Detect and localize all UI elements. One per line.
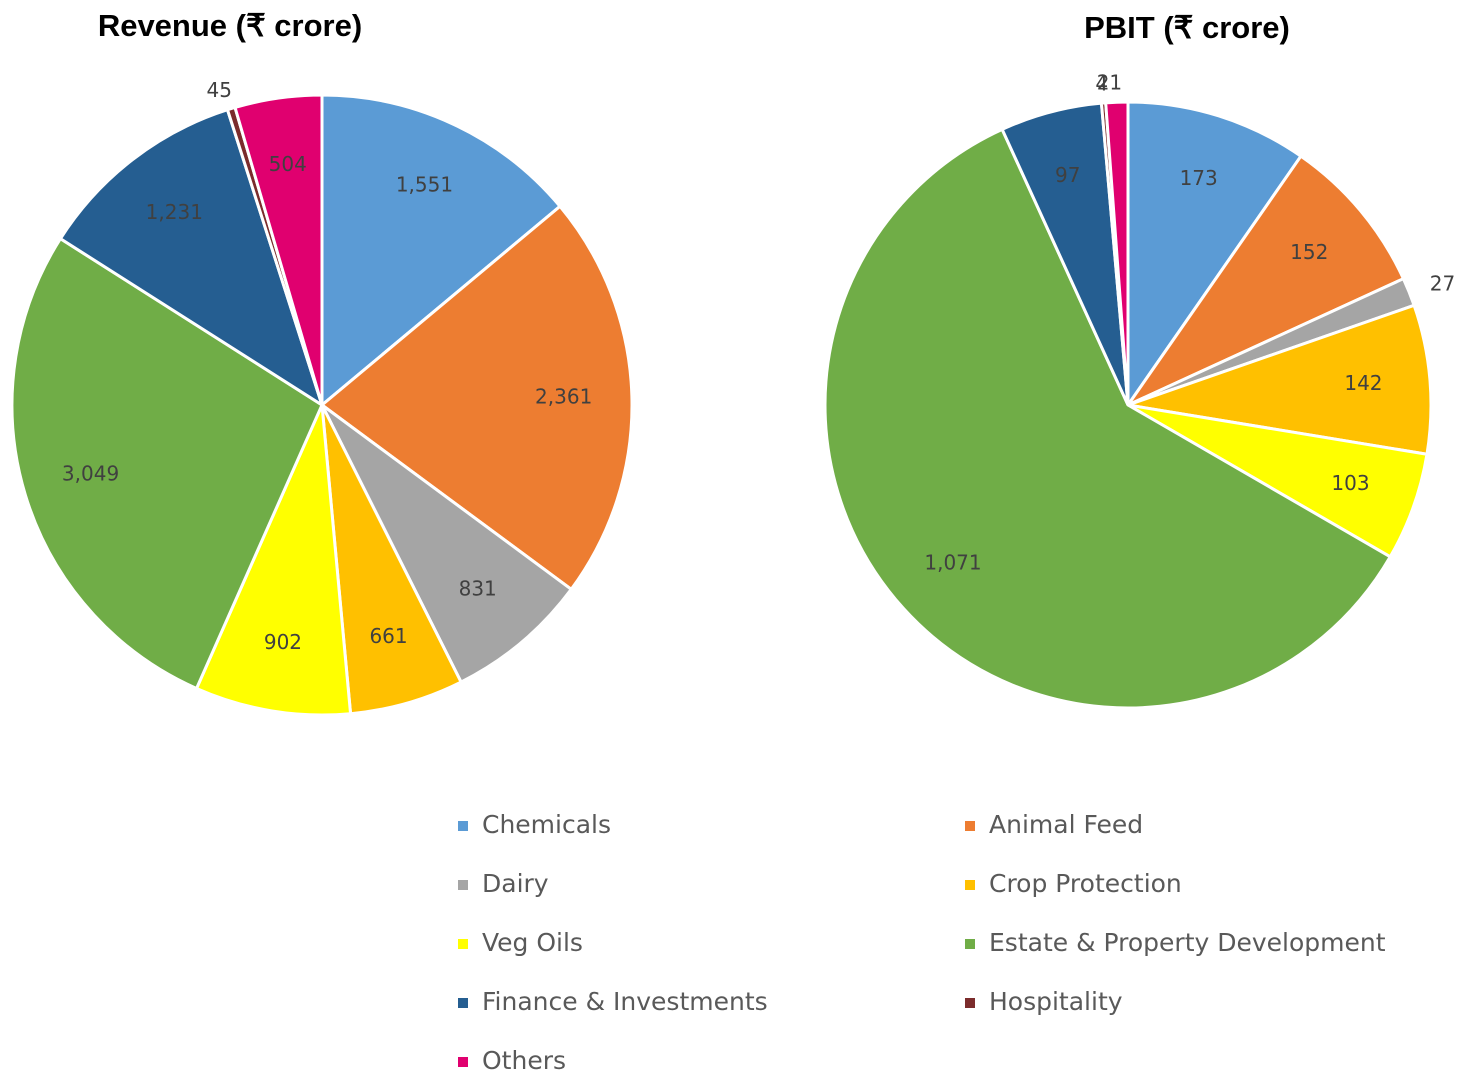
- data-label: 27: [1430, 272, 1455, 296]
- pie-slice: [320, 403, 574, 685]
- data-label: 21: [1097, 71, 1122, 95]
- legend-swatch: [965, 939, 975, 949]
- pie-slice: [1126, 100, 1303, 410]
- legend-label: Veg Oils: [482, 928, 583, 957]
- legend-label: Others: [482, 1046, 566, 1075]
- data-label: 103: [1331, 471, 1369, 495]
- legend-label: Crop Protection: [989, 869, 1182, 898]
- legend-swatch: [965, 998, 975, 1008]
- pie-slice: [319, 204, 634, 592]
- data-label: 152: [1290, 240, 1328, 264]
- legend-swatch: [458, 880, 468, 890]
- data-label: 1,071: [924, 550, 981, 574]
- legend-label: Finance & Investments: [482, 987, 768, 1016]
- legend-swatch: [458, 998, 468, 1008]
- data-label: 3,049: [62, 462, 119, 486]
- legend-label: Hospitality: [989, 987, 1123, 1016]
- data-label: 97: [1055, 163, 1080, 187]
- legend-swatch: [458, 821, 468, 831]
- legend-label: Dairy: [482, 869, 549, 898]
- data-label: 1,231: [146, 200, 203, 224]
- legend-label: Chemicals: [482, 810, 611, 839]
- data-label: 504: [269, 152, 307, 176]
- pie-slice: [320, 93, 563, 409]
- pie-slice: [1123, 154, 1406, 409]
- data-label: 902: [264, 630, 302, 654]
- data-label: 142: [1344, 371, 1382, 395]
- data-label: 831: [459, 576, 497, 600]
- data-label: 1,551: [396, 172, 453, 196]
- data-label: 45: [207, 78, 232, 102]
- data-label: 2,361: [535, 384, 592, 408]
- chart-title: Revenue (₹ crore): [98, 8, 362, 43]
- legend-label: Estate & Property Development: [989, 928, 1386, 957]
- pie-slice: [1104, 100, 1130, 406]
- pie-slice: [233, 93, 324, 406]
- legend-swatch: [458, 1057, 468, 1067]
- data-label: 661: [369, 624, 407, 648]
- data-label: 4: [1095, 72, 1108, 96]
- pie-slice: [10, 236, 324, 691]
- legend-swatch: [458, 939, 468, 949]
- data-label: 173: [1180, 166, 1218, 190]
- legend-label: Animal Feed: [989, 810, 1143, 839]
- legend-swatch: [965, 821, 975, 831]
- pie-slice: [823, 127, 1393, 710]
- pie-slice: [194, 399, 353, 717]
- chart-title: PBIT (₹ crore): [1084, 10, 1290, 45]
- legend-swatch: [965, 880, 975, 890]
- pie-slice: [58, 107, 325, 409]
